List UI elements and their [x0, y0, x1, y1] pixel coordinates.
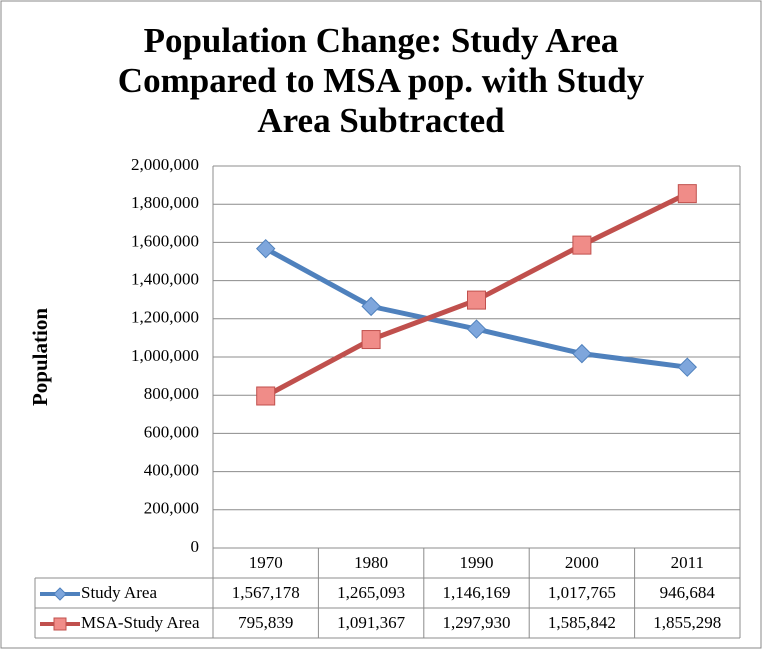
legend-marker	[53, 617, 67, 631]
table-cell: 1,146,169	[443, 583, 511, 602]
legend-label: Study Area	[81, 583, 157, 602]
y-tick-label: 1,200,000	[131, 308, 199, 327]
y-tick-label: 800,000	[144, 384, 199, 403]
x-tick-label: 2011	[671, 553, 704, 572]
table-cell: 946,684	[660, 583, 716, 602]
table-cell: 1,567,178	[232, 583, 300, 602]
table-cell: 1,297,930	[443, 613, 511, 632]
x-tick-label: 1970	[249, 553, 283, 572]
marker	[572, 343, 592, 364]
y-tick-label: 200,000	[144, 499, 199, 518]
marker	[466, 319, 487, 339]
marker	[572, 235, 592, 255]
marker	[256, 386, 276, 406]
table-cell: 1,585,842	[548, 613, 616, 632]
y-tick-label: 1,600,000	[131, 231, 199, 250]
y-tick-label: 1,000,000	[131, 346, 199, 365]
y-tick-label: 600,000	[144, 422, 199, 441]
chart-title: Area Subtracted	[257, 101, 505, 140]
y-tick-label: 0	[191, 537, 200, 556]
legend-marker	[53, 587, 67, 601]
table-cell: 1,017,765	[548, 583, 616, 602]
chart-title: Compared to MSA pop. with Study	[118, 61, 645, 100]
y-tick-label: 1,800,000	[131, 193, 199, 212]
marker	[255, 238, 276, 259]
table-cell: 1,265,093	[337, 583, 405, 602]
y-tick-label: 400,000	[144, 461, 199, 480]
x-tick-label: 1980	[354, 553, 388, 572]
table-cell: 1,091,367	[337, 613, 406, 632]
marker	[677, 357, 698, 377]
marker	[361, 330, 381, 350]
marker	[467, 290, 486, 310]
table-cell: 1,855,298	[653, 613, 721, 632]
x-tick-label: 2000	[565, 553, 599, 572]
legend-label: MSA-Study Area	[81, 613, 200, 632]
x-tick-label: 1990	[460, 553, 494, 572]
y-axis-label: Population	[28, 308, 52, 406]
y-tick-label: 2,000,000	[131, 155, 199, 174]
marker	[677, 184, 697, 204]
y-tick-label: 1,400,000	[131, 270, 199, 289]
marker	[361, 296, 381, 317]
table-cell: 795,839	[238, 613, 293, 632]
chart-title: Population Change: Study Area	[144, 21, 619, 60]
